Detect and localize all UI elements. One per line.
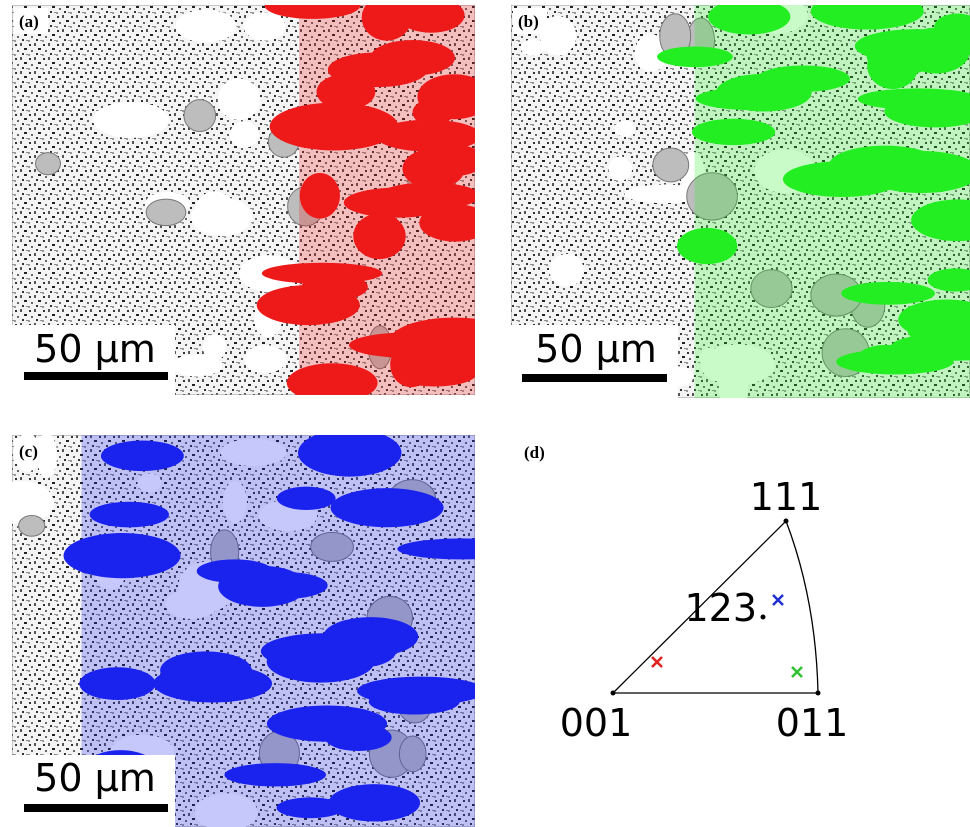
phase-grain xyxy=(331,488,444,527)
vertex-label: 011 xyxy=(776,701,849,745)
phase-grain xyxy=(841,282,935,305)
gray-grain xyxy=(653,148,689,182)
white-grain xyxy=(608,157,632,181)
scale-bar xyxy=(24,372,168,380)
phase-grain xyxy=(290,647,370,668)
marker-red xyxy=(652,657,662,667)
phase-grain xyxy=(329,784,420,821)
panel-label: (d) xyxy=(524,443,545,462)
phase-grain xyxy=(867,42,918,89)
point-dot xyxy=(761,615,766,620)
phase-grain xyxy=(677,228,737,264)
phase-grain xyxy=(344,188,452,218)
phase-grain xyxy=(397,538,527,559)
phase-grain xyxy=(716,74,812,112)
phase-grain xyxy=(357,677,485,706)
phase-grain xyxy=(417,74,491,119)
phase-grain xyxy=(79,667,155,700)
white-grain xyxy=(93,102,169,138)
white-grain xyxy=(244,12,286,40)
phase-grain xyxy=(657,47,733,68)
gray-grain xyxy=(146,199,186,226)
gray-grain xyxy=(36,153,61,175)
phase-grain xyxy=(300,173,340,219)
vertex-label: 001 xyxy=(560,701,633,745)
phase-grain xyxy=(393,361,476,386)
scale-text: 50 μm xyxy=(34,756,156,800)
point-label: 123 xyxy=(684,586,757,630)
panel-label: (a) xyxy=(19,12,39,31)
white-grain xyxy=(549,254,584,286)
phase-grain xyxy=(64,533,181,578)
phase-grain xyxy=(349,332,472,358)
scale-text: 50 μm xyxy=(34,327,156,371)
vertex-label: 111 xyxy=(750,475,823,519)
phase-grain xyxy=(302,274,368,301)
scale-bar xyxy=(24,804,168,812)
panel-label: (b) xyxy=(518,12,539,31)
phase-grain xyxy=(298,429,402,476)
phase-grain xyxy=(224,763,326,786)
vertex-dot xyxy=(816,691,821,696)
white-grain xyxy=(218,79,260,120)
phase-grain xyxy=(277,487,336,510)
marker-green xyxy=(792,667,802,677)
marker-blue xyxy=(773,595,783,605)
gray-grain xyxy=(19,516,45,537)
phase-grain xyxy=(287,363,378,402)
phase-grain xyxy=(101,441,184,472)
white-grain xyxy=(171,355,222,377)
white-grain xyxy=(230,121,259,148)
phase-grain xyxy=(328,52,428,87)
phase-grain xyxy=(353,213,405,259)
vertex-dot xyxy=(611,691,616,696)
phase-grain xyxy=(90,502,169,528)
white-grain xyxy=(615,120,635,136)
phase-grain xyxy=(270,103,399,151)
scale-bar xyxy=(522,374,667,382)
phase-grain xyxy=(267,706,387,742)
gray-grain xyxy=(184,100,216,132)
vertex-dot xyxy=(784,519,789,524)
white-grain xyxy=(244,345,286,373)
scale-text: 50 μm xyxy=(535,327,657,371)
white-grain xyxy=(175,10,236,43)
panel-label: (c) xyxy=(19,442,38,461)
phase-grain xyxy=(153,664,272,702)
phase-grain xyxy=(197,559,273,583)
white-grain xyxy=(191,197,252,236)
phase-grain xyxy=(692,119,775,145)
figure: (a) 50 μm (b) 50 μm (c) 50 μm (d) 111 00… xyxy=(0,0,970,827)
phase-grain xyxy=(708,0,790,35)
